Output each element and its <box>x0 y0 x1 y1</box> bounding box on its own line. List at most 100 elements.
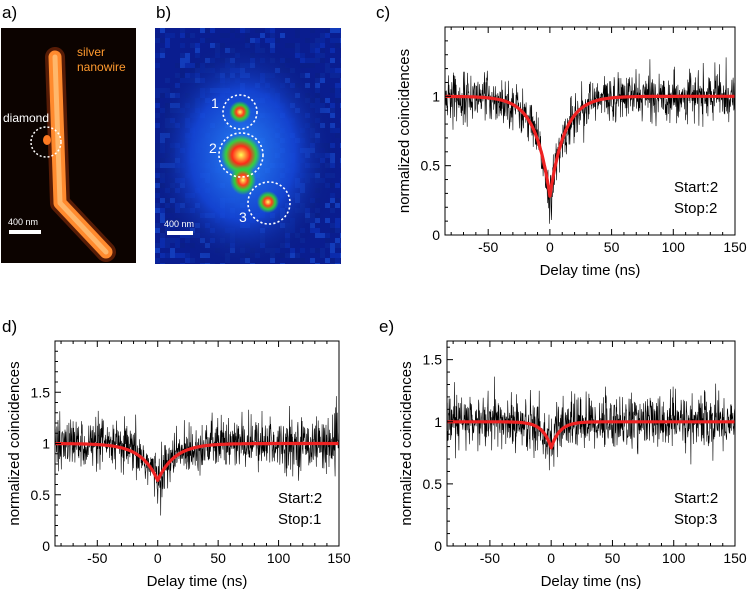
image-b-pixel <box>245 33 250 38</box>
image-b-pixel <box>160 243 165 248</box>
image-b-pixel <box>300 263 305 264</box>
emitter-label-1: 1 <box>211 95 219 111</box>
image-b-pixel <box>315 48 320 53</box>
image-b-pixel <box>335 128 340 133</box>
scale-bar-a <box>9 230 41 234</box>
image-b-pixel <box>320 48 325 53</box>
image-b-pixel <box>280 33 285 38</box>
image-b-pixel <box>315 53 320 58</box>
image-b-pixel <box>320 233 325 238</box>
emitter-2-marker <box>218 132 264 178</box>
image-b-pixel <box>330 203 335 208</box>
image-b-pixel <box>330 248 335 253</box>
image-b-pixel <box>185 33 190 38</box>
image-b-pixel <box>295 28 300 33</box>
image-b-pixel <box>315 38 320 43</box>
image-b-pixel <box>340 253 341 258</box>
image-b-pixel <box>170 248 175 253</box>
image-b-pixel <box>300 53 305 58</box>
y-axis-label: normalized coincidences <box>398 361 415 525</box>
x-tick-label: 150 <box>723 239 747 255</box>
image-b-pixel <box>330 108 335 113</box>
image-b-pixel <box>185 53 190 58</box>
image-b-pixel <box>330 263 335 264</box>
scale-bar-b <box>167 231 193 235</box>
image-b-pixel <box>200 28 205 33</box>
emitter-3-marker <box>247 181 291 225</box>
image-b-pixel <box>310 58 315 63</box>
image-b-pixel <box>335 198 340 203</box>
image-b-pixel <box>180 28 185 33</box>
image-b-pixel <box>160 233 165 238</box>
image-b-pixel <box>270 38 275 43</box>
image-b-pixel <box>320 73 325 78</box>
image-b-pixel <box>170 253 175 258</box>
image-b-pixel <box>310 258 315 263</box>
x-tick-label: 50 <box>604 239 620 255</box>
image-b-pixel <box>320 53 325 58</box>
x-tick-label: -50 <box>87 550 107 566</box>
image-b-pixel <box>295 53 300 58</box>
image-b-pixel <box>330 48 335 53</box>
image-b-pixel <box>335 68 340 73</box>
image-b-pixel <box>330 58 335 63</box>
image-b-pixel <box>180 53 185 58</box>
image-b-pixel <box>295 43 300 48</box>
image-b-pixel <box>160 253 165 258</box>
image-b-pixel <box>305 38 310 43</box>
panel-label-c: c) <box>376 3 390 22</box>
image-b-pixel <box>330 198 335 203</box>
image-b-pixel <box>330 253 335 258</box>
image-b-pixel <box>305 63 310 68</box>
image-b-pixel <box>335 258 340 263</box>
emitter-1-marker <box>222 94 258 130</box>
image-b-pixel <box>335 223 340 228</box>
image-b-pixel <box>155 38 160 43</box>
image-b-pixel <box>160 263 165 264</box>
image-b-pixel <box>340 128 341 133</box>
image-b-pixel <box>315 78 320 83</box>
image-b-pixel <box>340 143 341 148</box>
panel-label-e: e) <box>379 317 394 336</box>
image-b-pixel <box>320 33 325 38</box>
image-b-pixel <box>290 258 295 263</box>
image-b-pixel <box>280 263 285 264</box>
image-b-pixel <box>295 258 300 263</box>
image-b-pixel <box>300 248 305 253</box>
image-b-pixel <box>330 68 335 73</box>
image-b-pixel <box>185 253 190 258</box>
image-b-pixel <box>335 183 340 188</box>
image-b-pixel <box>330 258 335 263</box>
image-b-pixel <box>325 63 330 68</box>
image-b-pixel <box>180 253 185 258</box>
image-b-pixel <box>160 38 165 43</box>
image-b-pixel <box>335 228 340 233</box>
x-tick-label: 50 <box>210 550 226 566</box>
emitter-2-spot <box>221 135 261 175</box>
x-axis-label: Delay time (ns) <box>540 262 641 279</box>
image-b-pixel <box>165 243 170 248</box>
image-b-pixel <box>325 243 330 248</box>
image-b-pixel <box>340 198 341 203</box>
x-tick-label: -50 <box>478 239 498 255</box>
y-tick-label: 0.5 <box>423 476 443 492</box>
image-b-pixel <box>315 233 320 238</box>
image-b-pixel <box>310 48 315 53</box>
diamond-label: diamond <box>3 111 49 125</box>
image-b-pixel <box>325 233 330 238</box>
image-b-pixel <box>230 28 235 33</box>
image-b-pixel <box>160 218 165 223</box>
image-b: 1 2 3 400 nm <box>155 28 341 264</box>
emitter-2b-spot <box>230 165 256 195</box>
y-tick-label: 0 <box>434 538 442 554</box>
image-b-pixel <box>155 258 160 263</box>
image-b-pixel <box>325 68 330 73</box>
image-b-pixel <box>340 63 341 68</box>
x-tick-label: 100 <box>662 550 686 566</box>
image-b-pixel <box>165 253 170 258</box>
image-b-pixel <box>155 53 160 58</box>
panel-label-b: b) <box>156 3 171 22</box>
y-tick-label: 1 <box>434 414 442 430</box>
y-axis-label: normalized coincidences <box>6 361 23 525</box>
start-stop-annotation: Stop:2 <box>674 200 717 217</box>
